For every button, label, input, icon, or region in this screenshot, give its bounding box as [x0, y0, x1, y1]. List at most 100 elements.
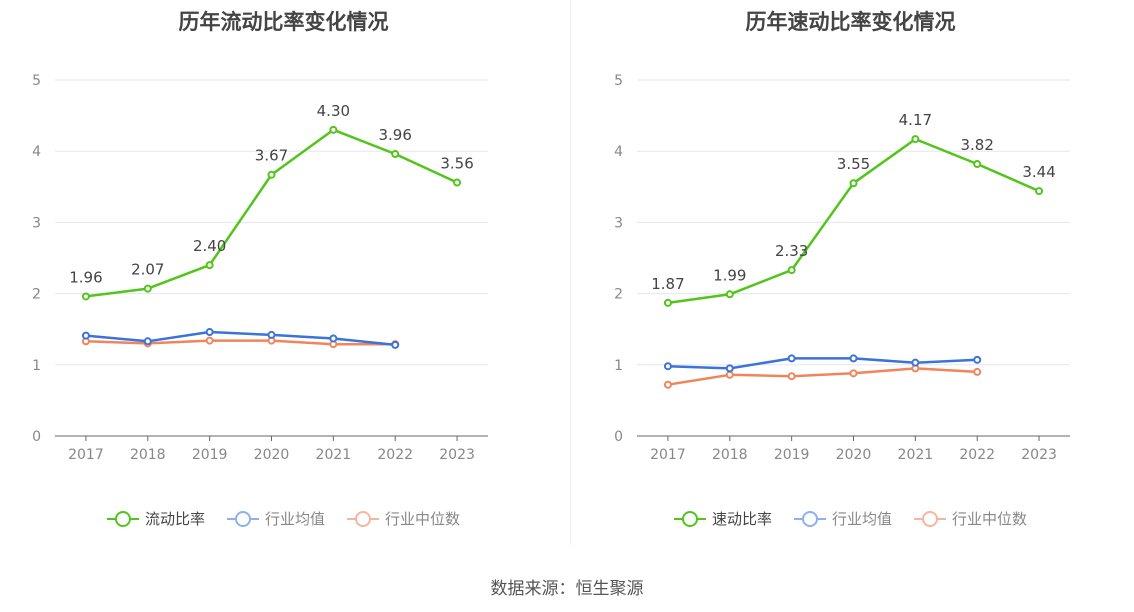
data-point-company	[205, 261, 214, 270]
data-point-industry-avg	[787, 354, 796, 363]
x-tick-label: 2019	[774, 447, 810, 463]
data-point-industry-avg	[911, 358, 920, 367]
data-point-company	[911, 135, 920, 144]
chart-title: 历年速动比率变化情况	[745, 10, 956, 34]
x-tick-label: 2020	[836, 447, 872, 463]
y-tick-label: 4	[32, 144, 41, 160]
legend-label: 行业中位数	[385, 510, 461, 528]
data-point-industry-avg	[205, 328, 214, 337]
left-chart-panel: 历年流动比率变化情况 0 1 2 3 4 5 2017 2018 2019 2020 2021 202…	[0, 0, 567, 550]
legend-label: 行业中位数	[952, 510, 1028, 528]
chart-title: 历年流动比率变化情况	[178, 10, 389, 34]
data-label: 2.07	[131, 261, 164, 279]
data-label: 3.82	[961, 136, 994, 154]
x-tick-label: 2021	[316, 447, 352, 463]
data-point-industry-median	[205, 336, 214, 345]
data-point-company	[391, 150, 400, 159]
legend-item-industry-avg[interactable]: 行业均值	[226, 508, 325, 529]
legend-item-company[interactable]: 流动比率	[106, 508, 205, 529]
data-source: 数据来源：恒生聚源	[490, 579, 644, 599]
legend-line-circle-icon	[673, 510, 706, 527]
legend-item-industry-median[interactable]: 行业中位数	[914, 508, 1027, 529]
y-tick-label: 2	[32, 287, 41, 303]
data-point-industry-median	[973, 367, 982, 376]
legend-line-circle-icon	[793, 510, 826, 527]
data-point-industry-avg	[391, 340, 400, 349]
data-label: 1.87	[651, 275, 684, 293]
data-point-company	[849, 179, 858, 188]
legend-label: 行业均值	[831, 510, 892, 528]
legend-label: 流动比率	[144, 510, 205, 528]
series-line-industry-avg	[85, 330, 396, 347]
data-point-industry-avg	[725, 364, 734, 373]
x-tick-label: 2022	[377, 447, 413, 463]
y-tick-label: 2	[614, 287, 623, 303]
data-point-company	[663, 298, 672, 307]
data-label: 4.17	[899, 111, 932, 129]
series-line-industry-median	[85, 339, 396, 346]
legend-item-company[interactable]: 速动比率	[673, 508, 772, 529]
data-label: 3.55	[837, 155, 870, 173]
data-point-company	[1035, 187, 1044, 196]
data-point-industry-median	[663, 380, 672, 389]
y-tick-label: 1	[614, 358, 623, 374]
data-point-company	[725, 290, 734, 299]
data-point-industry-median	[725, 370, 734, 379]
x-tick-label: 2018	[130, 447, 166, 463]
data-point-industry-avg	[143, 337, 152, 346]
legend-item-industry-avg[interactable]: 行业均值	[793, 508, 892, 529]
x-tick-label: 2017	[68, 447, 104, 463]
legend: 速动比率 行业均值 行业中位数	[567, 508, 1134, 529]
y-tick-label: 5	[32, 73, 41, 89]
legend-label: 速动比率	[711, 510, 772, 528]
x-tick-label: 2020	[254, 447, 290, 463]
x-tick-label: 2023	[439, 447, 475, 463]
y-tick-label: 1	[32, 358, 41, 374]
data-point-company	[787, 266, 796, 275]
legend-item-industry-median[interactable]: 行业中位数	[347, 508, 460, 529]
legend-line-circle-icon	[914, 510, 946, 527]
legend-label: 行业均值	[264, 510, 325, 528]
data-point-industry-avg	[81, 331, 90, 340]
data-point-company	[453, 178, 462, 187]
x-tick-label: 2021	[898, 447, 934, 463]
legend: 流动比率 行业均值 行业中位数	[0, 508, 567, 529]
x-tick-label: 2022	[959, 447, 995, 463]
y-tick-label: 3	[614, 215, 623, 231]
y-tick-label: 5	[614, 73, 623, 89]
data-point-company	[81, 292, 90, 301]
series-line-industry-median	[667, 367, 978, 386]
data-label: 1.96	[69, 268, 102, 286]
y-tick-label: 3	[32, 215, 41, 231]
data-label: 3.44	[1022, 163, 1055, 181]
legend-line-circle-icon	[226, 510, 259, 527]
quick-ratio-plot: 0 1 2 3 4 5 2017 2018 2019 2020 2021 2022 2023 1.87 1.…	[614, 73, 1070, 463]
data-point-company	[973, 160, 982, 169]
panel-divider	[570, 0, 571, 545]
series-line-industry-avg	[667, 357, 978, 370]
legend-line-circle-icon	[347, 510, 379, 527]
data-point-industry-avg	[973, 355, 982, 364]
data-point-industry-median	[787, 372, 796, 381]
data-label: 3.67	[255, 147, 288, 165]
data-label: 1.99	[713, 266, 746, 284]
data-label: 2.33	[775, 242, 808, 260]
data-label: 4.30	[317, 102, 350, 120]
x-tick-label: 2018	[712, 447, 748, 463]
x-tick-label: 2017	[650, 447, 686, 463]
y-tick-label: 0	[32, 429, 41, 445]
data-point-company	[329, 125, 338, 134]
data-point-industry-avg	[329, 334, 338, 343]
data-point-industry-avg	[849, 354, 858, 363]
y-tick-label: 4	[614, 144, 623, 160]
data-point-industry-median	[849, 369, 858, 378]
data-label: 3.56	[440, 155, 473, 173]
current-ratio-plot: 0 1 2 3 4 5 2017 2018 2019 2020 2021 2022 2023 1.96 2.…	[32, 73, 488, 463]
data-point-company	[143, 284, 152, 293]
x-tick-label: 2023	[1021, 447, 1057, 463]
data-label: 3.96	[379, 126, 412, 144]
right-chart-panel: 历年速动比率变化情况 0 1 2 3 4 5 2017 2018 2019 2020 2021 202…	[567, 0, 1134, 550]
data-point-industry-avg	[663, 362, 672, 371]
data-label: 2.40	[193, 237, 226, 255]
legend-line-circle-icon	[106, 510, 139, 527]
